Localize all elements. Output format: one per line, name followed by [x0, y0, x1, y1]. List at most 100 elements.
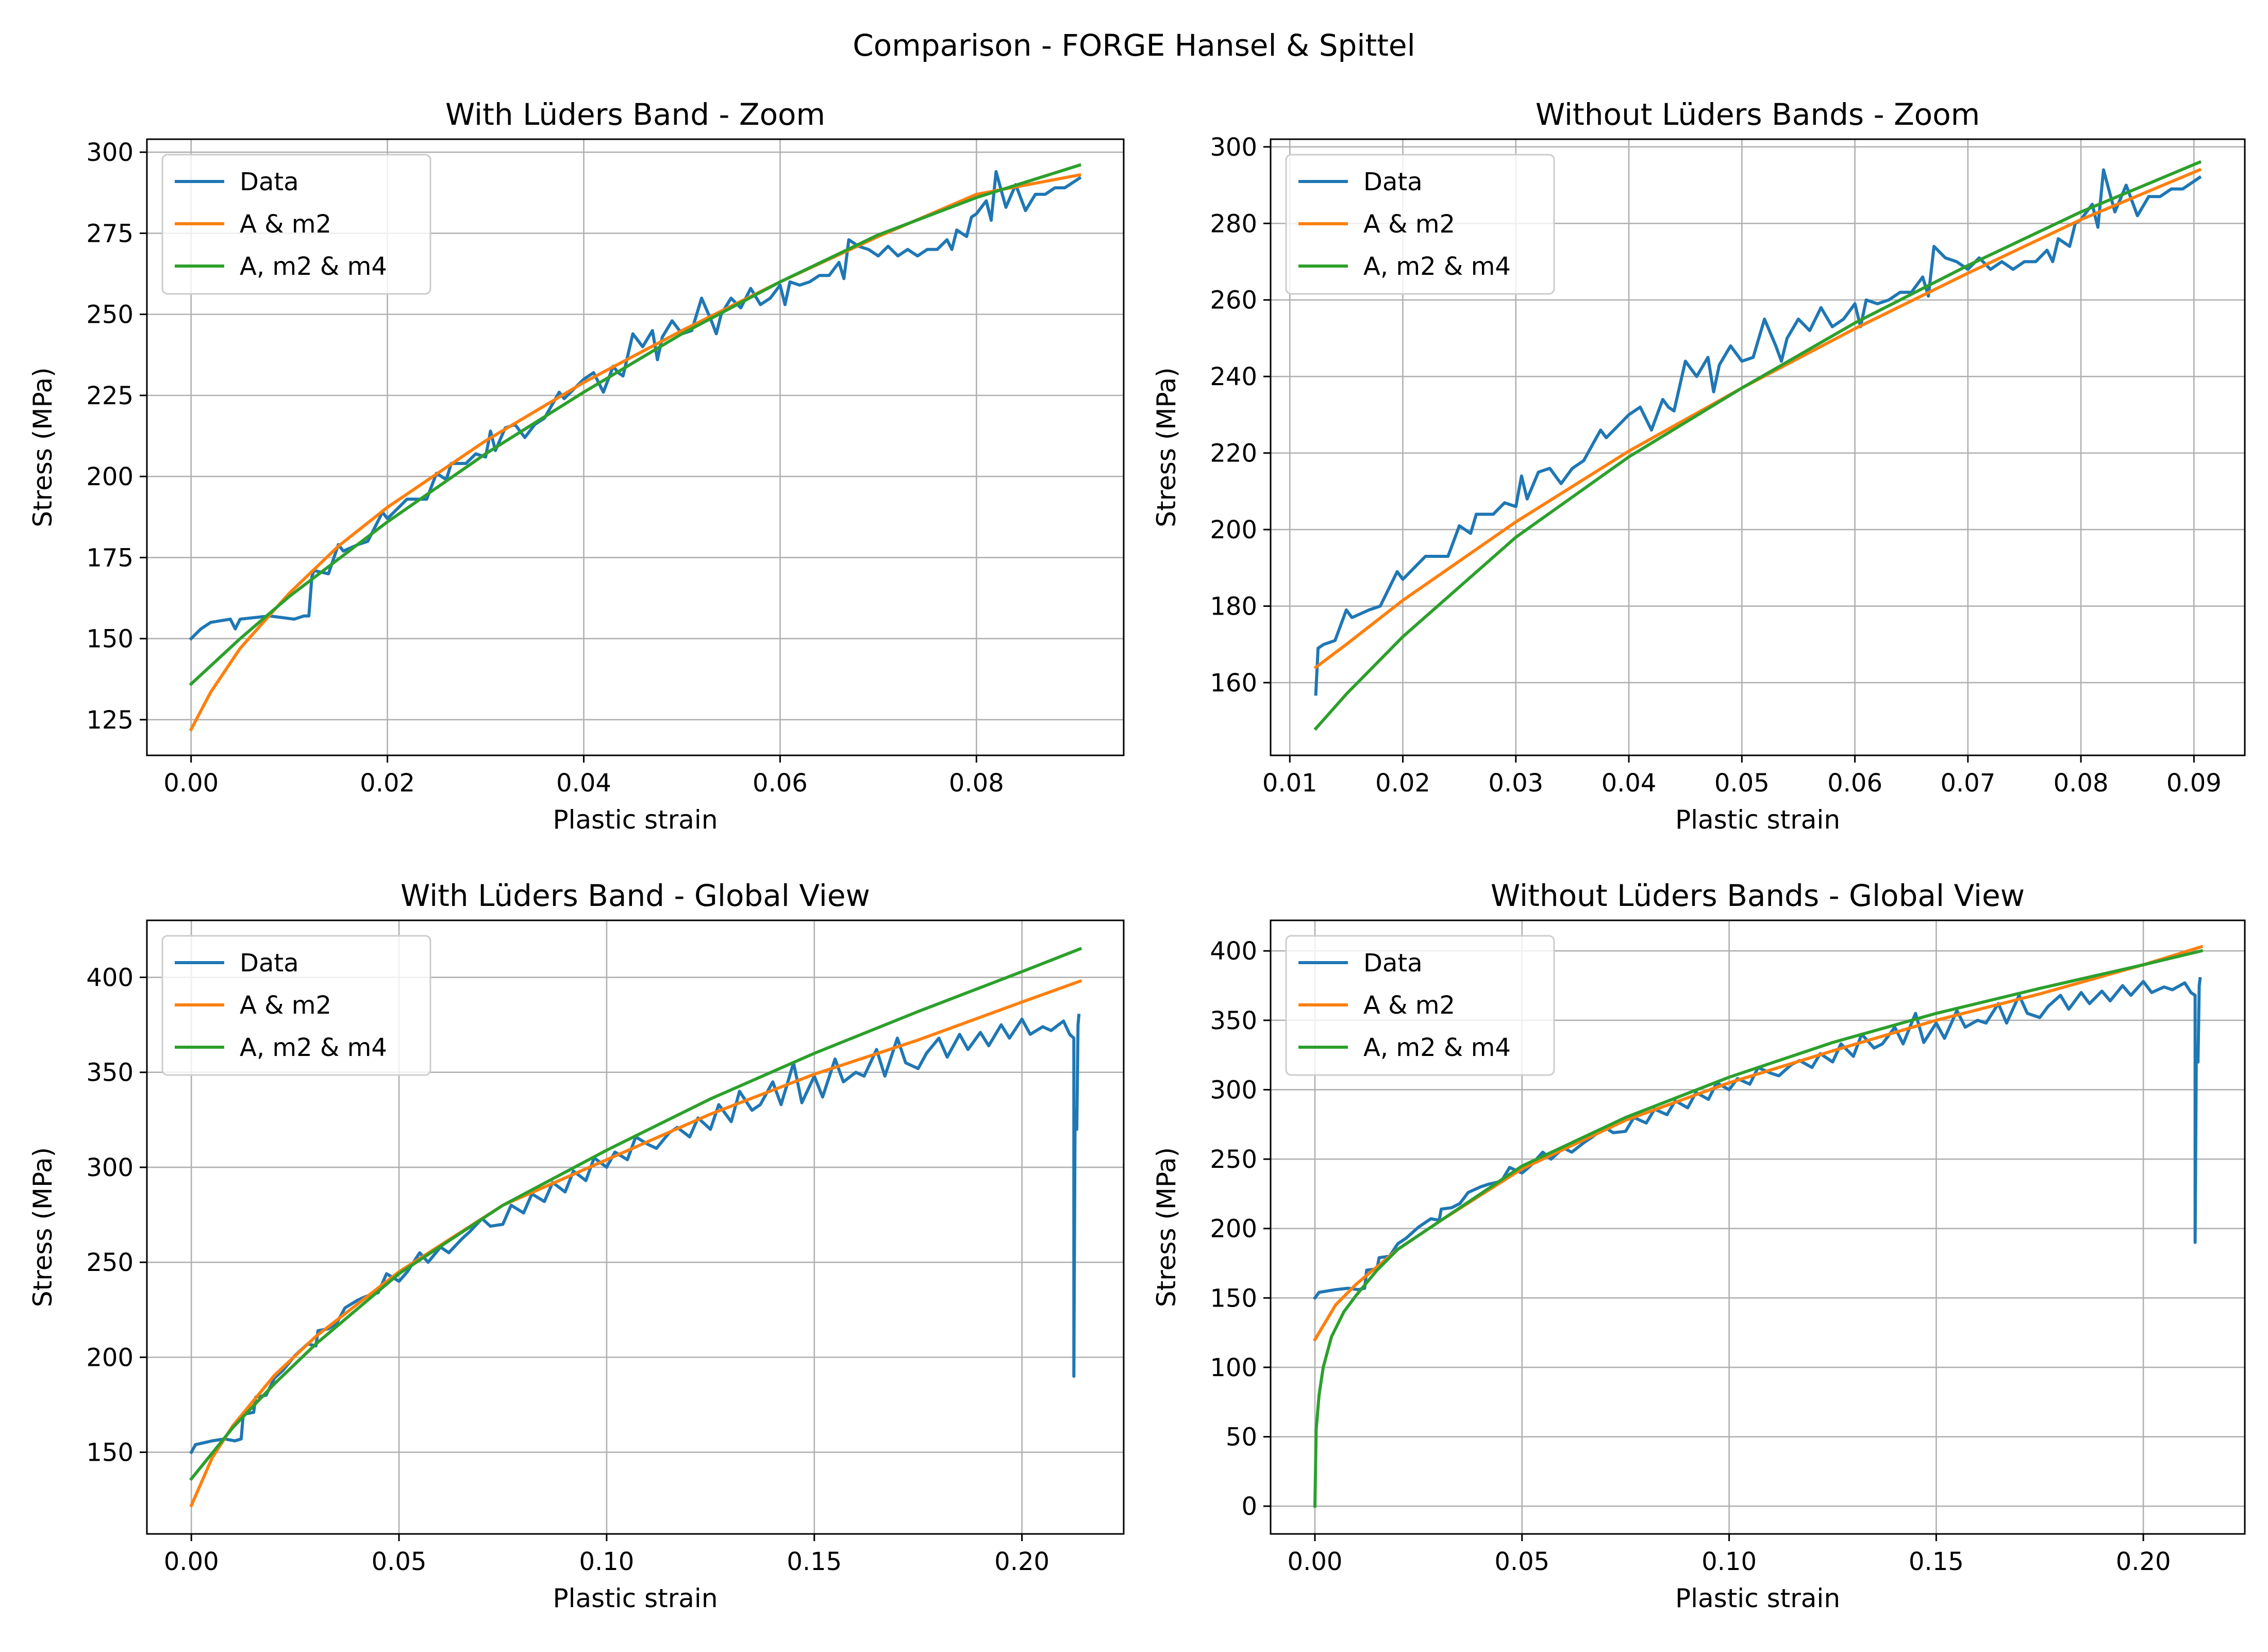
- x-tick-label: 0.08: [2054, 769, 2109, 798]
- subplot-3: 0.00 0.05 0.10 0.15 0.20 150 200 250 300 350 400 Wi…: [28, 878, 1125, 1613]
- x-axis-label: Plastic strain: [1675, 1583, 1840, 1613]
- y-tick-label: 0: [1241, 1492, 1257, 1521]
- series-a-m2-line: [1313, 168, 2202, 670]
- subplot-1: 0.00 0.02 0.04 0.06 0.08 125 150 175 200 225 250 27…: [28, 97, 1125, 835]
- legend-label: A, m2 & m4: [1363, 252, 1511, 281]
- y-tick-label: 260: [1210, 286, 1257, 315]
- y-tick-label: 150: [1210, 1284, 1257, 1313]
- series-data-line: [189, 1013, 1081, 1455]
- series-a-m2-line: [1312, 945, 2204, 1342]
- series-a-m2-m4-line: [189, 163, 1082, 686]
- x-tick-label: 0.05: [1714, 769, 1770, 798]
- legend-label: A, m2 & m4: [1363, 1033, 1511, 1062]
- y-tick-label: 150: [86, 1439, 134, 1467]
- x-tick-label: 0.20: [994, 1547, 1049, 1576]
- y-tick-label: 350: [1210, 1006, 1257, 1035]
- legend-label: A & m2: [1363, 991, 1455, 1020]
- legend-label: A, m2 & m4: [240, 1033, 387, 1062]
- subplot-4: 0.00 0.05 0.10 0.15 0.20 0 50 100 150 200 250 300 35…: [1152, 878, 2246, 1613]
- y-tick-label: 200: [86, 462, 134, 491]
- legend: Data A & m2 A, m2 & m4: [161, 154, 431, 295]
- x-tick-label: 0.04: [556, 769, 611, 798]
- axes-frame: [146, 138, 1125, 756]
- y-tick-label: 250: [86, 1248, 134, 1277]
- x-tick-label: 0.06: [1827, 769, 1882, 798]
- y-tick-label: 200: [1210, 516, 1257, 544]
- x-tick-label: 0.00: [163, 769, 219, 798]
- x-tick-label: 0.00: [164, 1547, 219, 1576]
- legend: Data A & m2 A, m2 & m4: [1285, 154, 1555, 295]
- y-axis-label: Stress (MPa): [1152, 1147, 1181, 1307]
- x-tick-label: 0.10: [579, 1547, 634, 1576]
- y-tick-label: 125: [86, 706, 134, 735]
- y-tick-label: 180: [1210, 592, 1257, 621]
- x-tick-label: 0.08: [949, 769, 1004, 798]
- y-tick-label: 300: [86, 138, 134, 167]
- axes-frame: [1270, 919, 2246, 1535]
- x-axis-label: Plastic strain: [553, 1583, 718, 1613]
- x-tick-label: 0.20: [2116, 1547, 2171, 1576]
- subplot-title: Without Lüders Bands - Zoom: [1536, 97, 1980, 132]
- legend: Data A & m2 A, m2 & m4: [1285, 935, 1555, 1076]
- y-tick-label: 160: [1210, 669, 1257, 698]
- x-tick-label: 0.10: [1702, 1547, 1757, 1576]
- legend: Data A & m2 A, m2 & m4: [161, 935, 431, 1076]
- x-tick-label: 0.05: [1494, 1547, 1549, 1576]
- legend-label: Data: [240, 168, 299, 196]
- y-tick-label: 200: [1210, 1215, 1257, 1244]
- legend-label: A & m2: [240, 991, 331, 1020]
- x-tick-label: 0.06: [753, 769, 808, 798]
- x-tick-label: 0.00: [1288, 1547, 1343, 1576]
- y-tick-label: 300: [1210, 133, 1257, 162]
- y-axis-label: Stress (MPa): [1152, 367, 1181, 527]
- y-tick-label: 50: [1226, 1423, 1257, 1452]
- x-tick-label: 0.02: [1375, 769, 1430, 798]
- y-axis-label: Stress (MPa): [28, 367, 58, 527]
- series-a-m2-m4-line: [1313, 949, 2204, 1508]
- y-tick-label: 400: [86, 964, 134, 993]
- series-a-m2-m4-line: [1313, 160, 2202, 731]
- subplot-title: With Lüders Band - Global View: [401, 878, 870, 913]
- x-tick-label: 0.15: [787, 1547, 842, 1576]
- y-tick-label: 300: [86, 1153, 134, 1182]
- series-a-m2-m4-line: [189, 947, 1082, 1481]
- x-tick-label: 0.09: [2166, 769, 2222, 798]
- series-data-line: [1314, 168, 2202, 696]
- legend-box: [161, 154, 431, 295]
- legend-label: A & m2: [1363, 210, 1455, 239]
- y-tick-label: 280: [1210, 209, 1257, 238]
- x-tick-label: 0.07: [1940, 769, 1995, 798]
- y-tick-label: 100: [1210, 1353, 1257, 1382]
- legend-box: [161, 935, 431, 1076]
- legend-label: A, m2 & m4: [240, 252, 387, 281]
- x-tick-label: 0.03: [1488, 769, 1543, 798]
- y-tick-label: 400: [1210, 937, 1257, 966]
- figure-suptitle: Comparison - FORGE Hansel & Spittel: [853, 28, 1415, 63]
- legend-box: [1285, 935, 1555, 1076]
- x-tick-label: 0.04: [1602, 769, 1657, 798]
- x-tick-label: 0.02: [360, 769, 415, 798]
- y-tick-label: 250: [86, 301, 134, 329]
- y-tick-label: 240: [1210, 362, 1257, 391]
- y-tick-label: 275: [86, 219, 134, 248]
- y-tick-label: 225: [86, 382, 134, 410]
- y-tick-label: 200: [86, 1343, 134, 1372]
- x-tick-label: 0.05: [372, 1547, 427, 1576]
- y-axis-label: Stress (MPa): [28, 1147, 58, 1307]
- legend-label: A & m2: [240, 210, 331, 239]
- subplot-2: 0.01 0.02 0.03 0.04 0.05 0.06 0.07 0.08 0.09 160 1…: [1152, 97, 2246, 835]
- subplot-title: Without Lüders Bands - Global View: [1491, 878, 2025, 913]
- y-tick-label: 220: [1210, 439, 1257, 468]
- series-data-line: [189, 170, 1082, 641]
- legend-box: [1285, 154, 1555, 295]
- subplot-title: With Lüders Band - Zoom: [445, 97, 825, 132]
- x-axis-label: Plastic strain: [553, 805, 718, 835]
- axes-frame: [1270, 138, 2246, 756]
- x-axis-label: Plastic strain: [1675, 805, 1840, 835]
- y-tick-label: 175: [86, 543, 134, 572]
- axes-frame: [146, 919, 1125, 1535]
- y-tick-label: 300: [1210, 1076, 1257, 1104]
- legend-label: Data: [240, 949, 299, 978]
